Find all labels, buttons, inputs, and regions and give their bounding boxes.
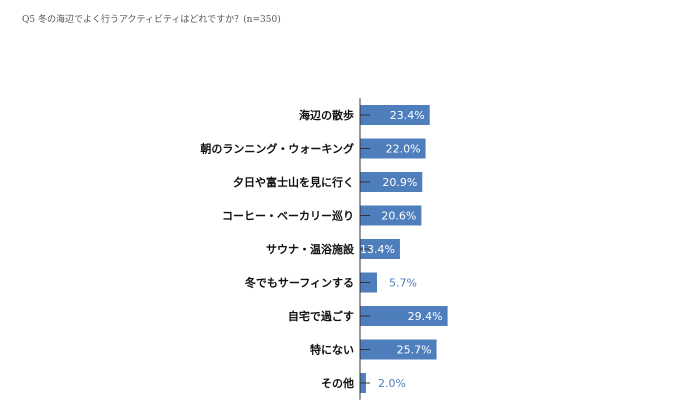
- value-label: 2.0%: [378, 377, 406, 390]
- value-label: 25.7%: [397, 344, 432, 357]
- category-label: 海辺の散歩: [299, 108, 354, 122]
- bar: [360, 306, 448, 326]
- category-label: コーヒー・ベーカリー巡り: [222, 209, 354, 223]
- category-label: その他: [321, 376, 354, 390]
- bar: [360, 339, 437, 360]
- category-label: 夕日や富士山を見に行く: [233, 175, 354, 189]
- bar: [360, 138, 426, 159]
- category-label: 自宅で過ごす: [288, 309, 354, 323]
- bar: [360, 205, 422, 226]
- value-label: 13.4%: [360, 243, 395, 256]
- value-label: 29.4%: [408, 310, 443, 323]
- value-label: 20.9%: [382, 176, 417, 189]
- category-label: サウナ・温浴施設: [266, 242, 355, 256]
- bars-layer: 海辺の散歩 23.4% 朝のランニング・ウォーキング 22.0% 夕日や富士山を見に行く…: [200, 105, 448, 393]
- category-label: 冬でもサーフィンする: [245, 276, 354, 290]
- bar: [360, 105, 430, 125]
- value-label: 23.4%: [390, 109, 425, 122]
- bar: [360, 172, 423, 192]
- value-label: 5.7%: [389, 277, 417, 290]
- bar: [360, 239, 400, 259]
- value-label: 20.6%: [381, 210, 416, 223]
- category-label: 朝のランニング・ウォーキング: [200, 142, 354, 156]
- value-label: 22.0%: [386, 143, 421, 156]
- chart-title: Q5 冬の海辺でよく行うアクティビティはどれですか？(n=350): [22, 15, 281, 25]
- category-label: 特にない: [310, 343, 354, 357]
